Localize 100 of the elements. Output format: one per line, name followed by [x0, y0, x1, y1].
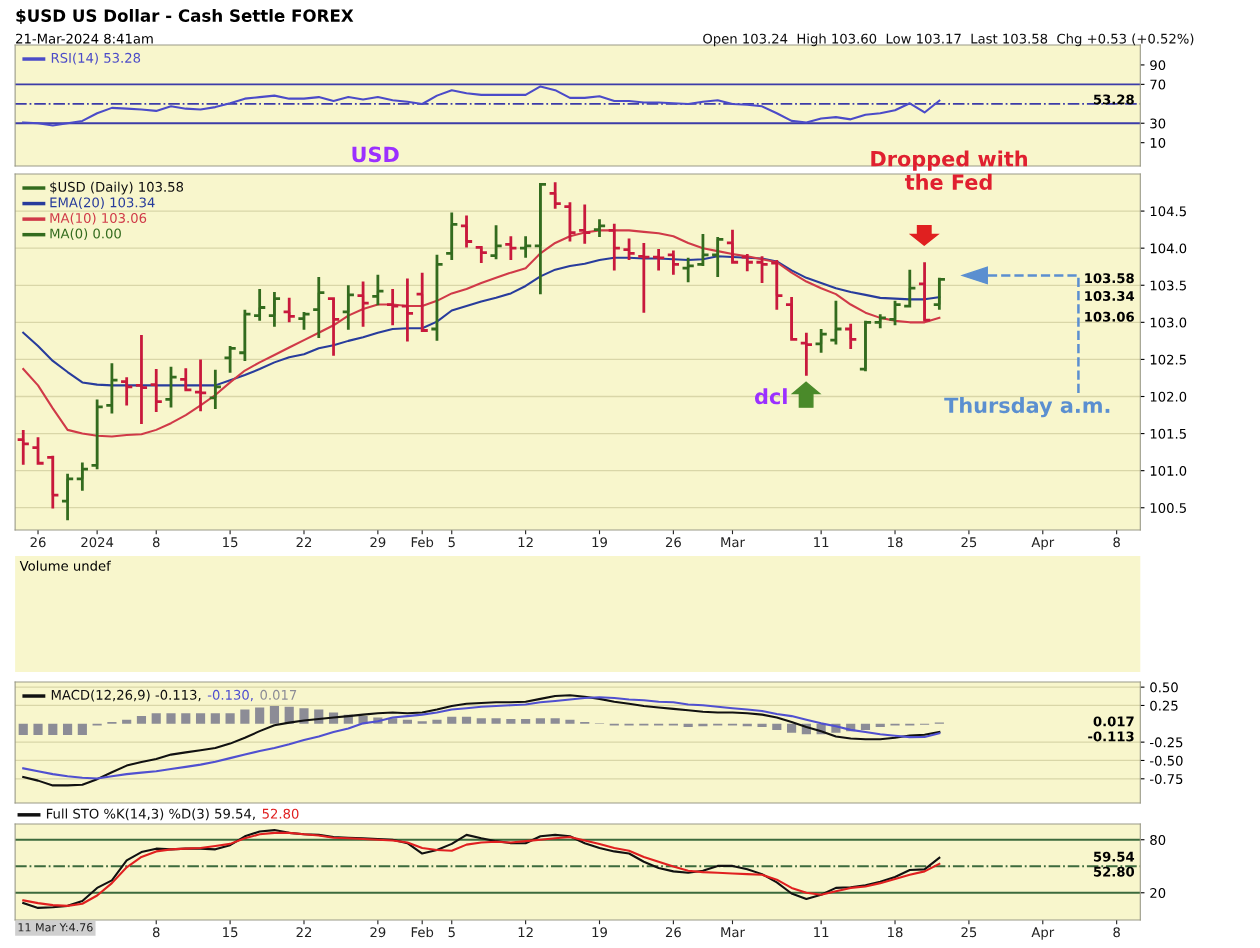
candlestick: [533, 182, 548, 296]
candlestick: [784, 295, 799, 342]
candlestick: [769, 258, 784, 312]
x-tick-label: 18: [888, 927, 903, 938]
y-tick-label: 103.5: [1150, 280, 1186, 291]
annotation: 52.80: [1093, 866, 1135, 877]
candlestick: [666, 249, 681, 277]
candlestick: [16, 428, 31, 467]
x-tick-label: 19: [592, 927, 607, 938]
x-tick-label: 26: [665, 537, 681, 548]
annotation: 103.58: [1085, 273, 1134, 284]
y-tick-label: 30: [1150, 118, 1166, 129]
x-tick-label: 25: [961, 927, 977, 938]
candlestick: [503, 234, 518, 262]
candlestick: [296, 310, 311, 332]
candlestick: [415, 271, 430, 334]
candlestick: [562, 200, 577, 243]
candlestick: [518, 234, 533, 260]
chart-title: $USD US Dollar - Cash Settle FOREX: [16, 9, 354, 25]
y-tick-label: -0.25: [1149, 737, 1183, 748]
x-tick-label: Mar: [721, 537, 745, 548]
legend-label: MACD(12,26,9) -0.113,: [51, 689, 201, 702]
candlestick: [932, 276, 947, 312]
annotation: Open 103.24 High 103.60 Low 103.17 Last 103.58 Chg +0.53 (+0.52%): [703, 33, 1194, 47]
x-tick-label: 8: [152, 927, 160, 938]
x-tick-label: 29: [370, 537, 386, 548]
bar: [461, 716, 472, 724]
annotation: Thursday a.m.: [944, 397, 1110, 418]
candlestick: [429, 253, 444, 343]
x-tick-label: 22: [296, 537, 312, 547]
candlestick: [193, 358, 208, 413]
legend-label: RSI(14) 53.28: [51, 52, 141, 65]
x-tick-label: 8: [1113, 927, 1120, 938]
candlestick: [622, 237, 637, 262]
bar: [565, 719, 575, 724]
candlestick: [828, 299, 843, 346]
candlestick: [902, 268, 917, 308]
candlestick: [459, 214, 474, 249]
candlestick: [444, 211, 459, 262]
annotation: -0.113: [1088, 731, 1134, 742]
bar: [181, 713, 191, 724]
annotation: 103.06: [1085, 311, 1134, 322]
candlestick: [755, 254, 770, 285]
annotation: dcl: [754, 388, 787, 405]
annotation: 53.28: [1093, 94, 1134, 105]
y-tick-label: 102.5: [1150, 354, 1186, 365]
bar: [62, 723, 73, 735]
legend-label: MA(0) 0.00: [50, 228, 121, 241]
chart-subtitle: 21-Mar-2024 8:41am: [16, 33, 153, 44]
bar: [757, 723, 767, 727]
bar: [521, 719, 531, 724]
bar: [787, 723, 797, 733]
series-label: 0.017: [260, 689, 297, 700]
x-tick-label: 26: [30, 537, 46, 548]
y-tick-label: 80: [1150, 834, 1166, 845]
x-tick-label: 12: [518, 537, 533, 547]
bar: [166, 713, 176, 724]
bar: [875, 723, 885, 727]
bar: [491, 718, 501, 724]
y-tick-label: 104.0: [1150, 243, 1187, 254]
y-tick-label: 101.5: [1150, 428, 1186, 439]
y-tick-label: 90: [1150, 60, 1166, 71]
bar: [48, 723, 58, 735]
bar: [255, 707, 265, 724]
bar: [210, 713, 220, 724]
x-tick-label: Feb: [411, 926, 434, 938]
series-label: 52.80: [262, 808, 299, 819]
x-tick-label: 15: [223, 927, 238, 938]
candlestick: [651, 247, 666, 272]
candlestick: [31, 435, 46, 466]
candlestick: [134, 333, 149, 426]
candlestick: [356, 280, 371, 329]
text: 11 Mar Y:4.76: [18, 923, 93, 932]
text: Volume undef: [19, 560, 111, 571]
candlestick: [489, 223, 504, 261]
bar: [240, 709, 250, 724]
candlestick: [267, 290, 282, 329]
y-tick-label: 70: [1150, 79, 1166, 90]
candlestick: [799, 331, 814, 378]
candlestick: [843, 322, 858, 351]
candlestick: [178, 366, 193, 393]
x-tick-label: 11: [814, 927, 829, 937]
legend-label: $USD (Daily) 103.58: [50, 181, 184, 195]
candlestick: [873, 312, 888, 330]
candlestick: [577, 203, 592, 246]
bar: [195, 713, 206, 724]
text: -0.130,: [207, 689, 253, 702]
bar: [151, 713, 161, 724]
candlestick: [119, 375, 134, 407]
bar: [506, 719, 516, 724]
x-tick-label: 8: [1113, 537, 1120, 548]
x-tick-label: Mar: [721, 927, 745, 938]
x-tick-label: 11: [814, 537, 829, 547]
candlestick: [814, 327, 829, 355]
candlestick: [90, 398, 105, 471]
candlestick: [164, 365, 179, 410]
annotation: 59.54: [1093, 851, 1135, 862]
x-tick-label: 5: [448, 927, 455, 938]
x-tick-label: 26: [665, 927, 681, 938]
x-tick-label: 18: [888, 537, 903, 548]
